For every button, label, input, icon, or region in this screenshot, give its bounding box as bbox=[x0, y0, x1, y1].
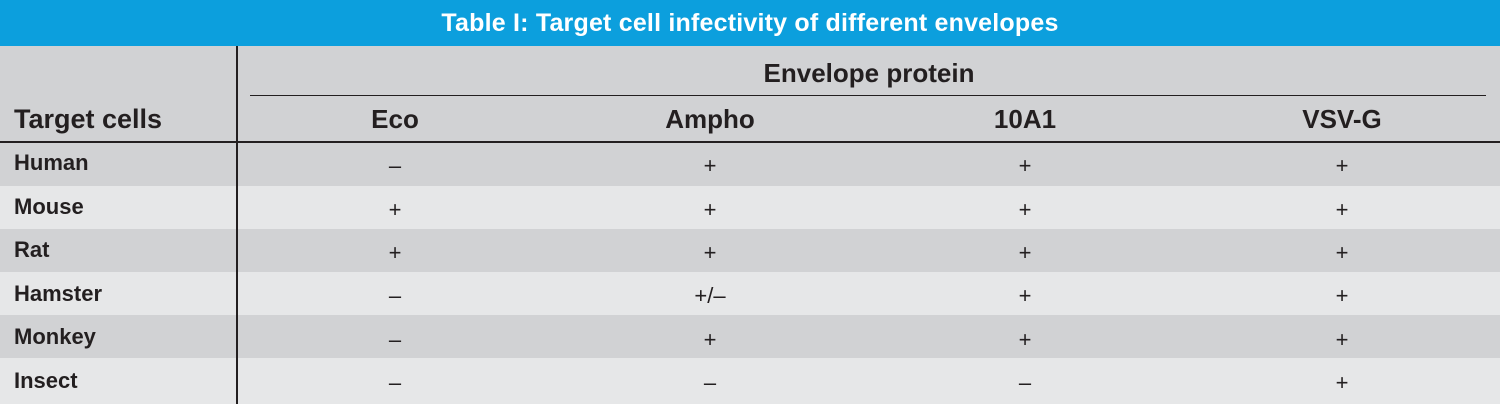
row-background-5 bbox=[0, 315, 1500, 358]
table-cell: – bbox=[388, 153, 402, 178]
table-header-background bbox=[0, 46, 1500, 142]
group-header-rule bbox=[250, 95, 1486, 96]
table-cell: + bbox=[1018, 240, 1032, 265]
row-label-human: Human bbox=[14, 150, 89, 175]
row-label-insect: Insect bbox=[14, 368, 78, 393]
row-label-rat: Rat bbox=[14, 237, 50, 262]
column-header-vsvg: VSV-G bbox=[1302, 104, 1382, 134]
table-cell: + bbox=[1335, 370, 1349, 395]
row-background-6 bbox=[0, 358, 1500, 404]
table-cell: + bbox=[1018, 153, 1032, 178]
row-label-mouse: Mouse bbox=[14, 194, 84, 219]
row-background-2 bbox=[0, 186, 1500, 229]
table-cell: + bbox=[1335, 240, 1349, 265]
column-header-eco: Eco bbox=[371, 104, 419, 134]
header-bottom-rule bbox=[0, 141, 1500, 143]
table-cell: + bbox=[388, 197, 402, 222]
target-cells-header: Target cells bbox=[14, 104, 163, 134]
table-cell: + bbox=[703, 153, 717, 178]
row-background-3 bbox=[0, 229, 1500, 272]
table-cell: + bbox=[388, 240, 402, 265]
table-cell: + bbox=[1335, 283, 1349, 308]
row-background-4 bbox=[0, 272, 1500, 315]
row-label-monkey: Monkey bbox=[14, 324, 96, 349]
table-cell: +/– bbox=[694, 283, 726, 308]
table-cell: + bbox=[1335, 197, 1349, 222]
table-cell: + bbox=[1018, 197, 1032, 222]
row-background-1 bbox=[0, 143, 1500, 186]
table-cell: + bbox=[703, 327, 717, 352]
table-cell: – bbox=[388, 283, 402, 308]
table-cell: + bbox=[1335, 153, 1349, 178]
table-cell: – bbox=[388, 327, 402, 352]
envelope-protein-header: Envelope protein bbox=[763, 58, 975, 88]
table-cell: + bbox=[703, 240, 717, 265]
table-title: Table I: Target cell infectivity of diff… bbox=[0, 0, 1500, 46]
vertical-rule bbox=[236, 46, 238, 404]
table-cell: + bbox=[703, 197, 717, 222]
table-cell: – bbox=[1018, 370, 1032, 395]
column-header-10a1: 10A1 bbox=[993, 104, 1057, 134]
row-label-hamster: Hamster bbox=[14, 281, 103, 306]
table-cell: + bbox=[1018, 283, 1032, 308]
column-header-ampho: Ampho bbox=[665, 104, 755, 134]
table-cell: – bbox=[388, 370, 402, 395]
table-cell: + bbox=[1018, 327, 1032, 352]
table-cell: – bbox=[703, 370, 717, 395]
table-cell: + bbox=[1335, 327, 1349, 352]
